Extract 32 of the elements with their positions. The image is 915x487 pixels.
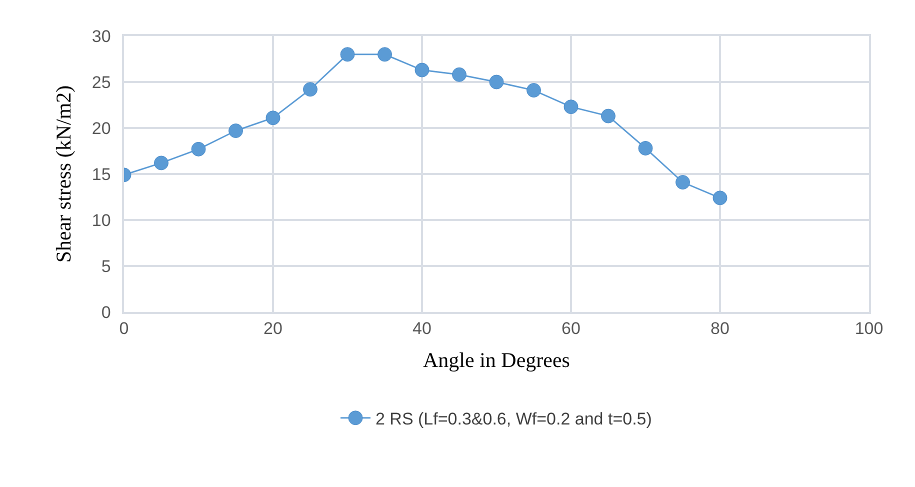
point [712, 190, 728, 206]
x-tick-label: 40 [412, 319, 432, 338]
point [526, 83, 541, 98]
point [154, 156, 168, 170]
y-tick-label: 20 [92, 118, 111, 138]
y-tick-label: 10 [92, 210, 111, 230]
y-axis-title: Shear stress (kN/m2) [52, 85, 76, 263]
point [228, 124, 243, 138]
x-axis-title: Angle in Degrees [423, 348, 570, 372]
y-tick-label: 5 [101, 256, 111, 276]
point [601, 108, 616, 124]
legend-label: 2 RS (Lf=0.3&0.6, Wf=0.2 and t=0.5) [376, 410, 652, 428]
x-tick-label: 80 [710, 319, 730, 338]
point [564, 100, 578, 114]
point [676, 175, 690, 190]
x-tick-label: 60 [562, 319, 580, 338]
point [638, 140, 653, 156]
point [303, 82, 318, 97]
point [414, 62, 430, 78]
point [452, 67, 466, 82]
y-tick-label: 0 [101, 302, 111, 322]
y-tick-label: 30 [92, 26, 111, 46]
point [266, 110, 280, 126]
y-tick-label: 25 [92, 72, 111, 92]
point [340, 47, 355, 62]
x-tick-label: 20 [264, 319, 282, 338]
x-tick-label: 100 [854, 319, 884, 338]
y-tick-label: 15 [92, 164, 111, 184]
x-tick-label: 0 [119, 319, 129, 338]
point [191, 142, 206, 156]
point [378, 47, 392, 62]
point [489, 74, 504, 90]
